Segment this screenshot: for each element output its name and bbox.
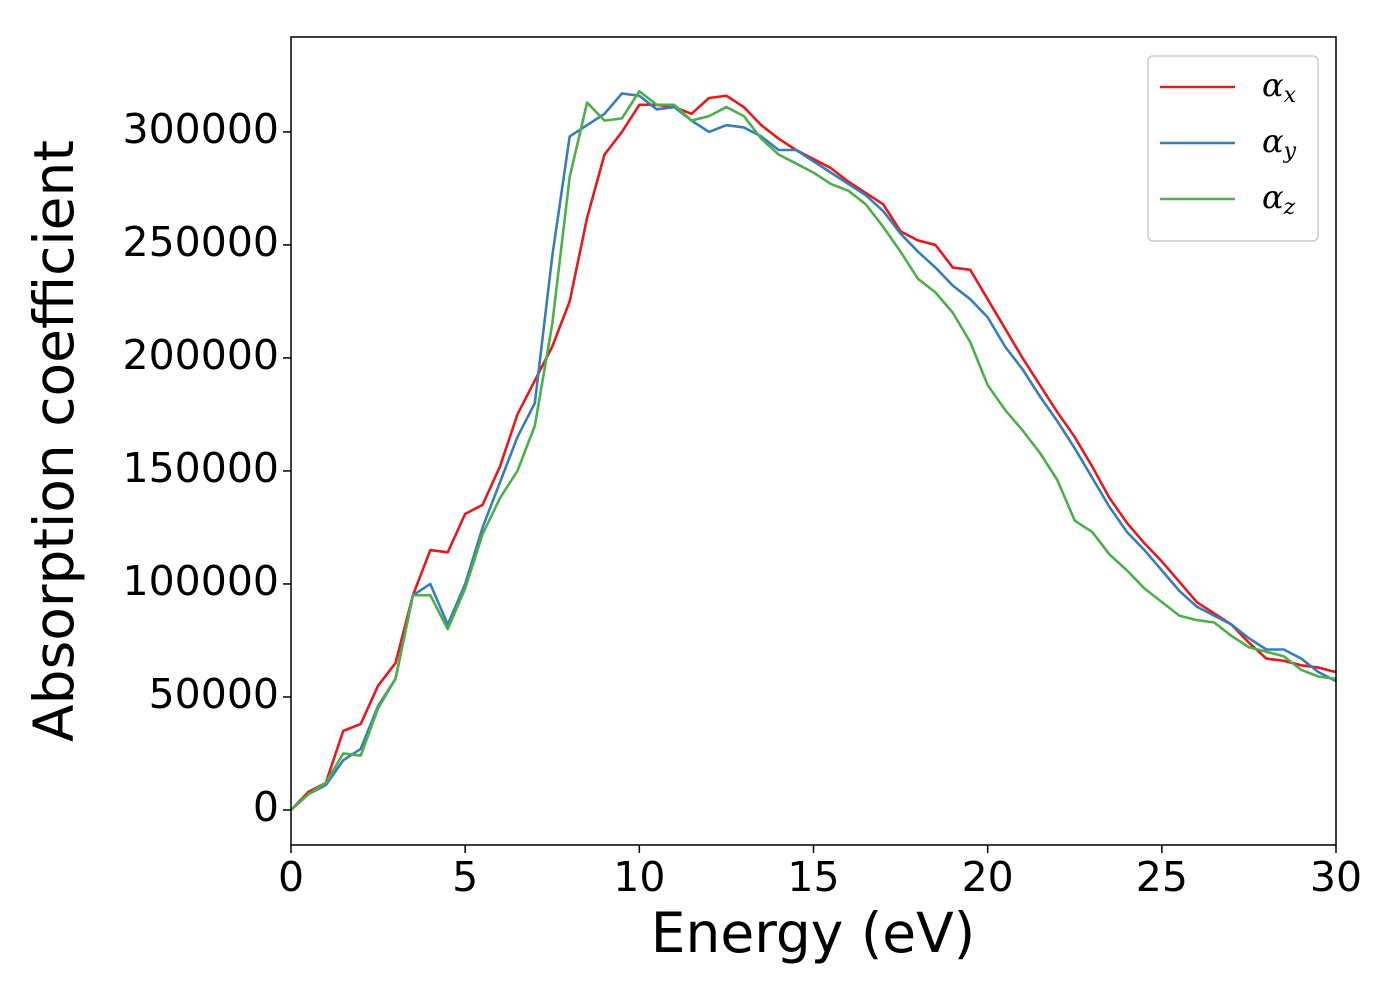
legend-label: αy	[1262, 122, 1297, 165]
legend-label: αx	[1262, 66, 1297, 109]
y-tick-label: 150000	[122, 444, 279, 492]
y-axis-label: Absorption coefficient	[22, 140, 86, 742]
y-tick-label: 200000	[122, 331, 279, 379]
x-axis-label: Energy (eV)	[651, 901, 975, 965]
series-line	[290, 92, 1337, 811]
series-line	[290, 94, 1337, 811]
x-tick-label: 0	[278, 853, 304, 901]
x-tick-label: 10	[613, 853, 665, 901]
y-tick-label: 300000	[122, 105, 279, 153]
y-tick-label: 250000	[122, 218, 279, 266]
x-tick-label: 20	[962, 853, 1014, 901]
y-tick-label: 0	[253, 783, 279, 831]
x-tick-label: 30	[1310, 853, 1362, 901]
y-tick-label: 100000	[122, 557, 279, 605]
y-tick-label: 50000	[149, 670, 279, 718]
plot-frame	[290, 36, 1337, 846]
legend: αx αy αz	[1147, 55, 1319, 242]
x-tick-label: 15	[787, 853, 839, 901]
series-line	[290, 89, 1337, 811]
legend-box	[1147, 55, 1319, 242]
legend-label: αz	[1262, 178, 1296, 221]
x-tick-label: 25	[1136, 853, 1188, 901]
x-tick-label: 5	[452, 853, 478, 901]
